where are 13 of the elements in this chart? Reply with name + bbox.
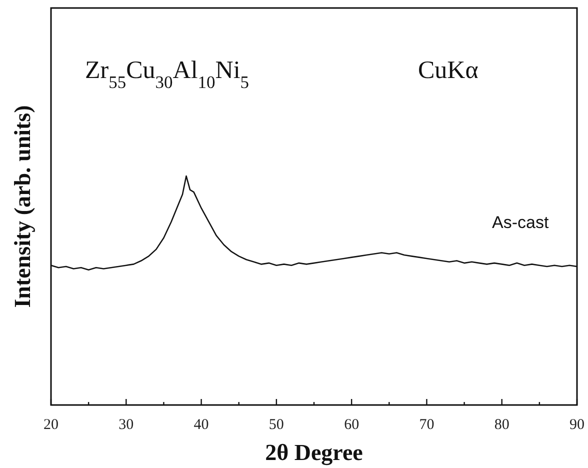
x-tick-label: 80 <box>494 417 510 433</box>
x-tick-label: 70 <box>419 417 434 433</box>
text: CuKα <box>418 57 478 84</box>
x-axis-title: 2θ Degree <box>265 440 363 466</box>
annotation: As-cast <box>492 213 549 232</box>
x-tick-label: 30 <box>118 417 134 433</box>
text: Zr$_{55}$Cu$_{30}$Al$_{10}$Ni$_{5}$ <box>85 57 250 92</box>
x-tick-label: 40 <box>194 417 209 433</box>
y-axis-title: Intensity (arb. units) <box>10 105 35 308</box>
x-tick-label: 60 <box>344 417 360 433</box>
x-tick-label: 50 <box>268 417 284 433</box>
x-tick-label: 20 <box>44 417 58 433</box>
x-tick-label: 90 <box>570 417 584 433</box>
